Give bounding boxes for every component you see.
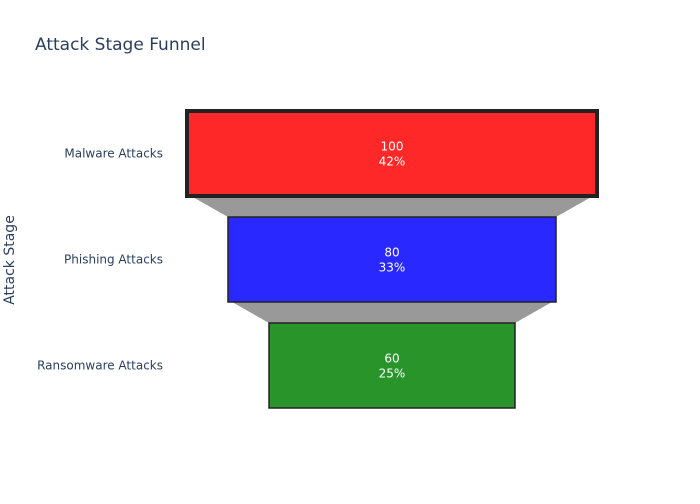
data-label-value-ransomware-attacks: 60	[384, 352, 399, 366]
funnel-bar-phishing-attacks[interactable]	[227, 216, 557, 303]
data-label-percent-malware-attacks: 42%	[379, 155, 406, 169]
funnel-connector-2	[232, 302, 552, 323]
y-tick-label-malware-attacks: Malware Attacks	[64, 147, 163, 161]
funnel-bar-malware-attacks[interactable]	[185, 109, 599, 198]
data-label-percent-ransomware-attacks: 25%	[379, 367, 406, 381]
funnel-connector-1	[191, 196, 593, 217]
y-tick-label-phishing-attacks: Phishing Attacks	[64, 253, 163, 267]
data-label-value-malware-attacks: 100	[381, 140, 404, 154]
data-label-value-phishing-attacks: 80	[384, 246, 399, 260]
y-axis-label: Attack Stage	[2, 215, 18, 305]
data-label-percent-phishing-attacks: 33%	[379, 261, 406, 275]
chart-title: Attack Stage Funnel	[35, 35, 206, 55]
funnel-bar-ransomware-attacks[interactable]	[268, 322, 516, 409]
y-tick-label-ransomware-attacks: Ransomware Attacks	[37, 359, 163, 373]
